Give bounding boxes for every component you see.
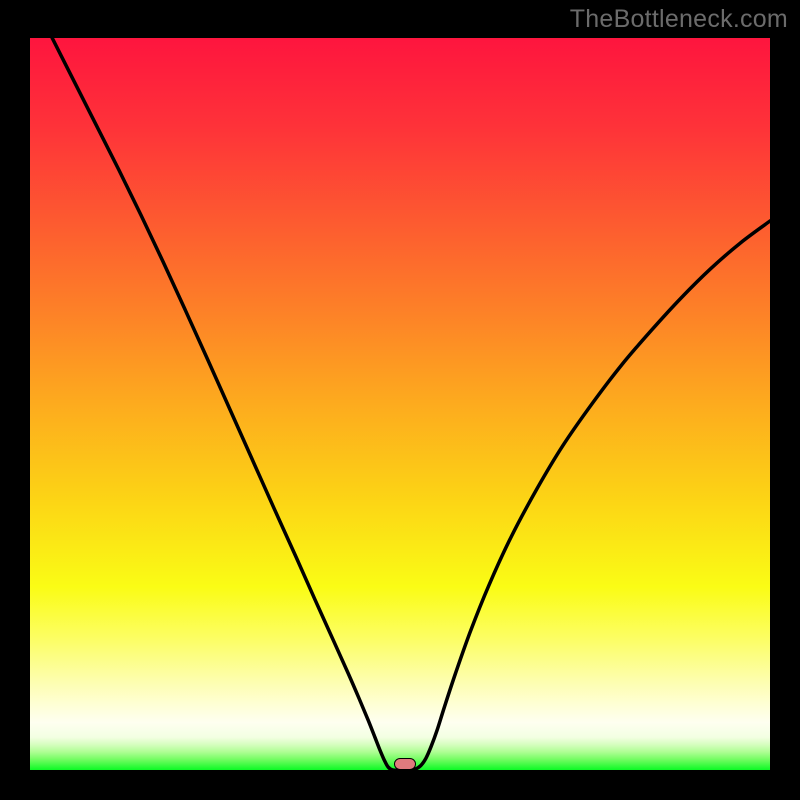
watermark-text: TheBottleneck.com bbox=[570, 5, 788, 34]
chart-frame: TheBottleneck.com bbox=[0, 0, 800, 800]
bottleneck-curve bbox=[30, 38, 770, 770]
optimum-marker bbox=[394, 758, 416, 770]
curve-path bbox=[52, 38, 770, 770]
plot-area bbox=[30, 38, 770, 770]
